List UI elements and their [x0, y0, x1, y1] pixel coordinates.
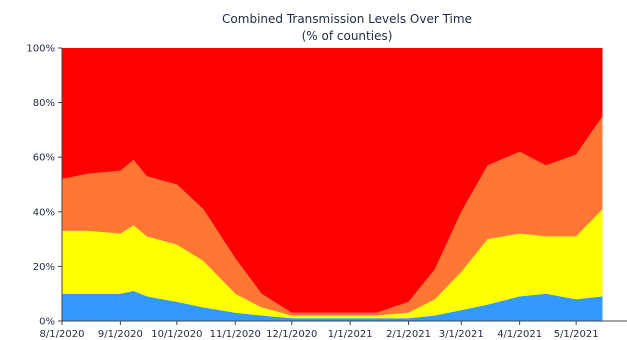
area-series-3	[62, 48, 603, 313]
area-series-1	[62, 209, 603, 319]
y-tick-label: 60%	[33, 153, 55, 164]
x-tick-label: 12/1/2020	[266, 329, 317, 340]
x-tick-label: 2/1/2021	[386, 329, 431, 340]
x-tick-label: 8/1/2020	[40, 329, 85, 340]
area-series-0	[62, 291, 603, 321]
y-tick-label: 100%	[26, 44, 55, 55]
y-tick-label: 0%	[39, 317, 55, 328]
x-tick-label: 1/1/2021	[328, 329, 373, 340]
y-tick-label: 20%	[33, 262, 55, 273]
x-tick-label: 5/1/2021	[554, 329, 599, 340]
x-tick-label: 4/1/2021	[497, 329, 542, 340]
chart-title: Combined Transmission Levels Over Time	[222, 12, 472, 26]
x-tick-label: 3/1/2021	[439, 329, 484, 340]
y-axis: 0% 20% 40% 60% 80% 100%	[26, 44, 63, 328]
chart-subtitle: (% of counties)	[302, 29, 393, 43]
y-tick-label: 80%	[33, 98, 55, 109]
area-layers	[62, 48, 603, 321]
y-tick-label: 40%	[33, 207, 55, 218]
x-tick-label: 9/1/2020	[98, 329, 143, 340]
x-tick-label: 11/1/2020	[210, 329, 261, 340]
x-axis: 8/1/2020 9/1/2020 10/1/2020 11/1/2020 12/1/2…	[40, 320, 627, 340]
area-series-2	[62, 116, 603, 316]
x-tick-label: 10/1/2020	[151, 329, 202, 340]
